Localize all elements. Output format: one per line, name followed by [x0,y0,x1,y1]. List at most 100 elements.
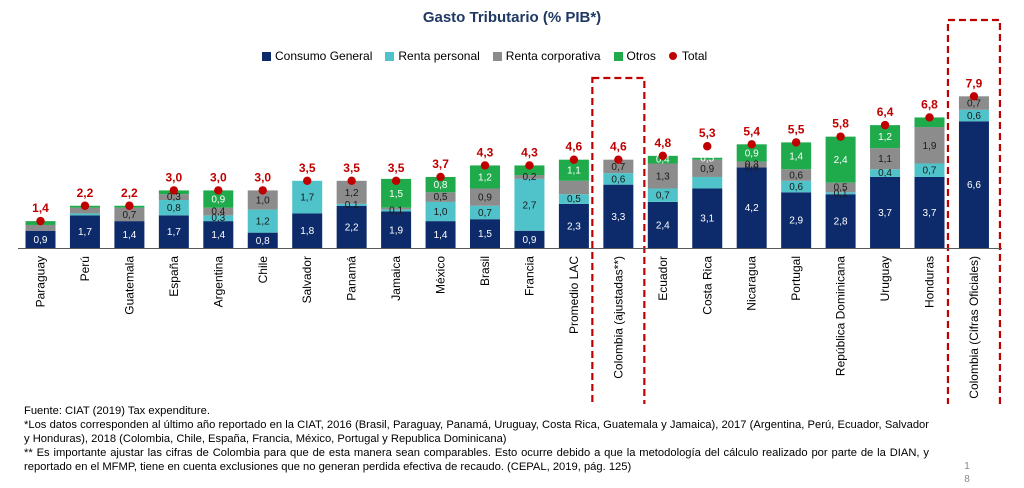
data-label-consumo_general-honduras: 3,7 [923,208,937,219]
data-label-otros-republica-dominicana: 2,4 [834,155,848,166]
legend-item-renta-corporativa: Renta corporativa [492,49,601,63]
bar-consumo_general-colombia-ajustadas [603,184,634,248]
legend-swatch-renta-corporativa [492,51,502,61]
bar-renta_personal-colombia-ajustadas [603,173,634,185]
bar-renta_corporativa-nicaragua [736,161,767,168]
data-label-renta_personal-nicaragua: 0,0 [745,162,759,173]
category-label-republica-dominicana: República Dominicana [834,256,848,376]
bar-consumo_general-guatemala [114,221,145,248]
total-label-portugal: 5,5 [788,122,805,136]
legend-label: Otros [626,49,656,63]
total-marker-portugal [791,138,801,147]
total-marker-chile [258,186,267,195]
total-label-jamaica: 3,5 [388,161,405,175]
data-label-renta_personal-portugal: 0,6 [789,182,803,193]
total-label-guatemala: 2,2 [121,186,138,200]
category-label-costa-rica: Costa Rica [700,256,714,315]
legend-swatch-otros [613,51,623,61]
bar-renta_personal-colombia-cifras-oficiales [958,109,989,122]
bar-consumo_general-uruguay [870,176,901,248]
bar-otros-argentina [203,190,234,208]
data-label-consumo_general-promedio-lac: 2,3 [567,221,581,232]
data-label-otros-brasil: 1,2 [478,172,492,183]
data-label-renta_corporativa-espana: 0,3 [167,192,181,203]
bar-renta_corporativa-mexico [425,192,456,202]
data-label-otros-ecuador: 0,4 [656,155,670,166]
bar-renta_personal-promedio-lac [558,194,589,204]
bar-renta_corporativa-paraguay [25,224,56,231]
page-number-digit: 8 [964,474,970,485]
bar-consumo_general-panama [336,205,367,248]
bar-renta_corporativa-brasil [470,188,500,206]
bar-renta_personal-portugal [781,180,812,193]
bar-consumo_general-mexico [425,221,456,248]
legend-swatch-consumo-general [262,51,271,61]
bar-renta_corporativa-francia [514,175,545,179]
category-label-peru: Perú [78,256,92,281]
bar-renta_personal-republica-dominicana [825,192,856,195]
data-label-renta_corporativa-ecuador: 1,3 [656,172,670,183]
data-label-renta_personal-honduras: 0,7 [923,166,937,177]
category-label-panama: Panamá [345,256,359,301]
bar-consumo_general-colombia-cifras-oficiales [958,121,989,248]
bar-consumo_general-nicaragua [736,167,767,248]
legend-marker-total [668,52,677,60]
total-marker-colombia-cifras-oficiales [969,92,979,101]
data-label-renta_personal-espana: 0,8 [167,203,181,214]
page-number: 1 8 [962,460,972,486]
bar-otros-brasil [470,165,500,189]
total-marker-peru [80,201,90,210]
bar-consumo_general-paraguay [25,230,56,248]
footnotes: Fuente: CIAT (2019) Tax expenditure. *Lo… [24,404,929,474]
data-label-consumo_general-uruguay: 3,7 [878,208,892,219]
bar-consumo_general-portugal [781,192,812,248]
data-label-consumo_general-colombia-cifras-oficiales: 6,6 [967,180,981,191]
data-label-consumo_general-panama: 2,2 [345,222,359,233]
data-label-renta_corporativa-colombia-cifras-oficiales: 0,7 [967,99,981,110]
page-number-digit: 1 [964,461,970,472]
bar-renta_personal-panama [336,203,367,206]
bar-renta_corporativa-portugal [781,169,812,181]
data-label-otros-argentina: 0,9 [211,195,225,206]
total-label-panama: 3,5 [343,161,360,175]
data-label-consumo_general-peru: 1,7 [78,227,92,238]
legend-label: Renta personal [398,49,480,63]
highlight-box-colombia-cifras-oficiales [946,18,1002,404]
bar-renta_corporativa-chile [247,190,278,210]
data-label-consumo_general-costa-rica: 3,1 [700,214,714,225]
bar-consumo_general-chile [247,232,278,248]
bar-renta_corporativa-ecuador [647,163,678,189]
legend-swatch-renta-personal [385,51,395,61]
data-label-renta_corporativa-panama: 1,2 [345,188,359,199]
category-label-brasil: Brasil [478,256,492,286]
total-marker-francia [525,161,534,170]
total-label-chile: 3,0 [254,170,271,184]
bar-renta_corporativa-peru [69,207,100,214]
legend-label: Total [681,49,708,63]
category-label-honduras: Honduras [923,256,937,308]
total-marker-paraguay [36,216,45,226]
category-label-promedio-lac: Promedio LAC [567,256,581,334]
total-marker-panama [347,176,356,185]
legend-item-otros: Otros [613,49,656,63]
data-label-renta_corporativa-portugal: 0,6 [789,171,803,182]
legend-item-renta-personal: Renta personal [385,49,480,63]
total-label-argentina: 3,0 [210,170,227,184]
bar-otros-promedio-lac [558,159,589,181]
data-label-consumo_general-espana: 1,7 [167,227,181,238]
data-label-consumo_general-paraguay: 0,9 [34,235,48,246]
legend-item-consumo-general: Consumo General [262,49,372,63]
data-label-renta_corporativa-costa-rica: 0,9 [700,164,714,175]
total-marker-espana [169,186,179,195]
category-label-ecuador: Ecuador [656,256,670,301]
category-label-nicaragua: Nicaragua [745,256,759,311]
total-label-espana: 3,0 [166,170,183,184]
bar-otros-honduras [914,117,945,128]
bar-renta_corporativa-costa-rica [692,159,723,177]
bar-renta_personal-brasil [470,205,500,220]
bar-renta_corporativa-republica-dominicana [825,182,856,193]
total-label-mexico: 3,7 [432,157,449,171]
bar-consumo_general-salvador [292,213,323,248]
data-label-renta_personal-colombia-cifras-oficiales: 0,6 [967,111,981,122]
chart-title: Gasto Tributario (% PIB*) [422,9,602,26]
